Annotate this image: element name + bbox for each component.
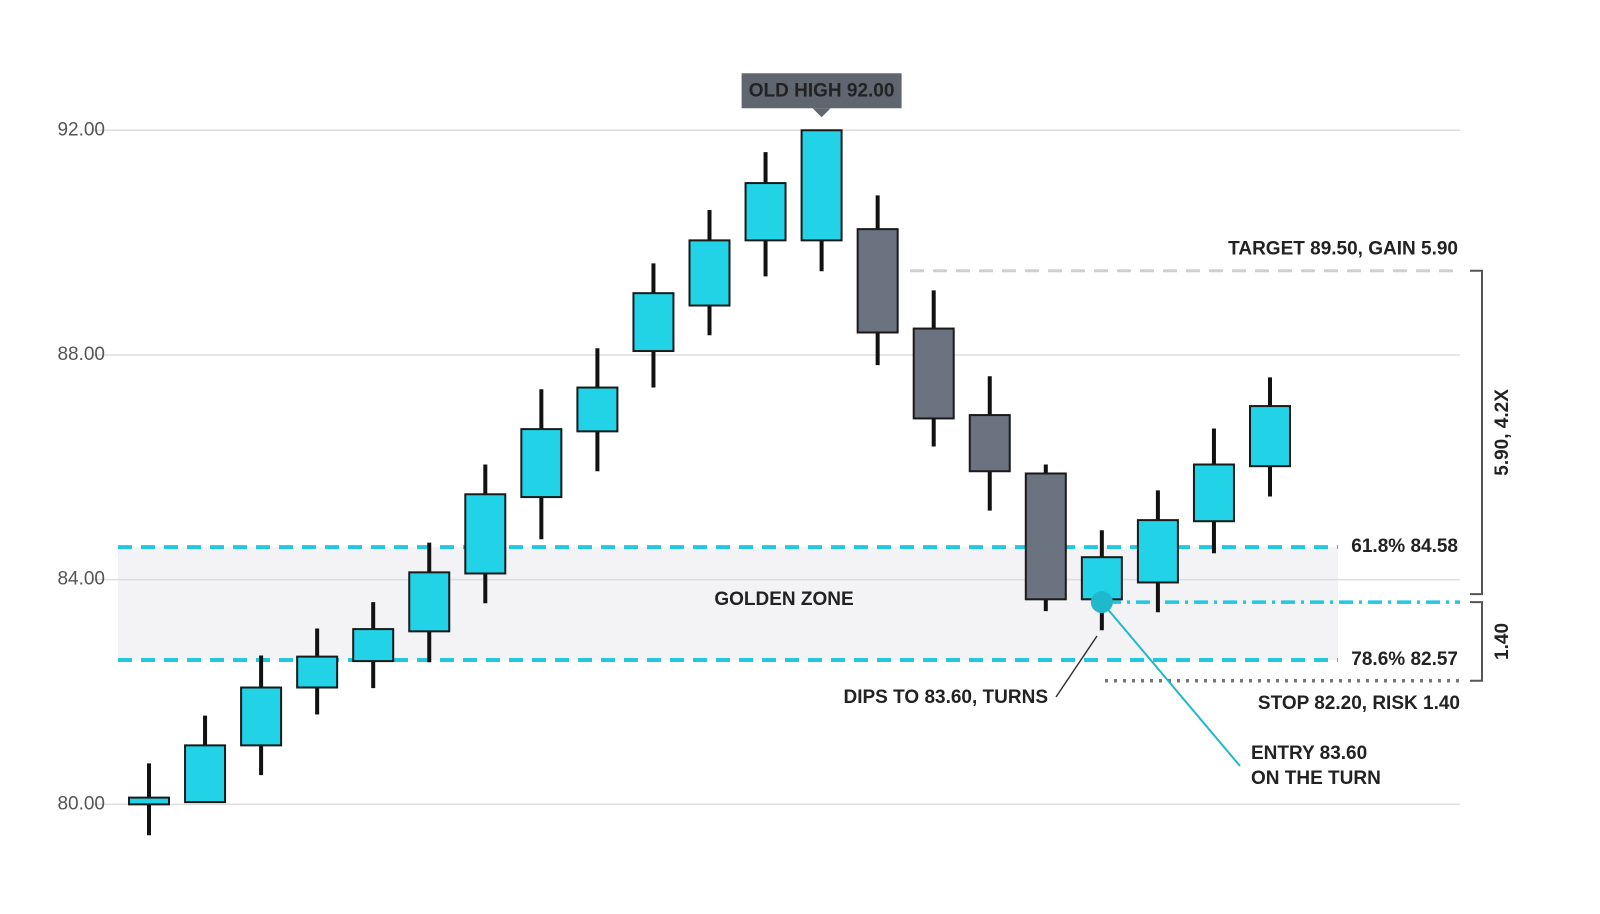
level-label: STOP 82.20, RISK 1.40 <box>1258 693 1460 714</box>
level-label: TARGET 89.50, GAIN 5.90 <box>1228 239 1458 260</box>
candle-body <box>520 428 563 499</box>
candle-body <box>968 414 1011 473</box>
entry-dot <box>1090 591 1113 614</box>
candle-body <box>408 571 451 633</box>
y-tick-label: 84.00 <box>57 569 105 590</box>
candle-body <box>184 744 227 804</box>
callout-label: OLD HIGH 92.00 <box>749 80 895 101</box>
candle-body <box>352 628 395 663</box>
candle-body <box>1136 519 1179 584</box>
level-label: 61.8% 84.58 <box>1351 536 1458 557</box>
candle-body <box>856 228 899 334</box>
candle-body <box>1249 405 1291 468</box>
bracket <box>1470 601 1483 682</box>
entry-connector <box>1101 601 1241 767</box>
entry-label: ENTRY 83.60 <box>1251 743 1367 764</box>
candle-body <box>128 796 170 806</box>
callout-arrow <box>812 108 831 118</box>
callout-box <box>741 73 902 109</box>
dip-note: DIPS TO 83.60, TURNS <box>844 687 1049 708</box>
candle-body <box>744 182 787 242</box>
dip-connector <box>1055 635 1098 698</box>
y-tick-label: 92.00 <box>57 119 105 140</box>
zone-label: GOLDEN ZONE <box>714 589 853 610</box>
candle-body <box>632 292 675 353</box>
bracket <box>1470 269 1483 596</box>
entry-label: ON THE TURN <box>1251 768 1381 789</box>
candle-body <box>576 386 619 433</box>
bracket-label: 5.90, 4.2X <box>1492 389 1513 476</box>
candle-body <box>464 493 507 575</box>
bracket-label: 1.40 <box>1492 623 1513 660</box>
candle-body <box>1192 463 1235 523</box>
y-tick-label: 88.00 <box>57 344 105 365</box>
candle-body <box>240 686 283 747</box>
candle-body <box>688 239 731 307</box>
candle-body <box>800 129 843 242</box>
y-tick-label: 80.00 <box>57 793 105 814</box>
candle-body <box>296 655 339 689</box>
candle-body <box>1024 472 1067 601</box>
level-label: 78.6% 82.57 <box>1351 649 1458 670</box>
candle-body <box>912 327 955 420</box>
